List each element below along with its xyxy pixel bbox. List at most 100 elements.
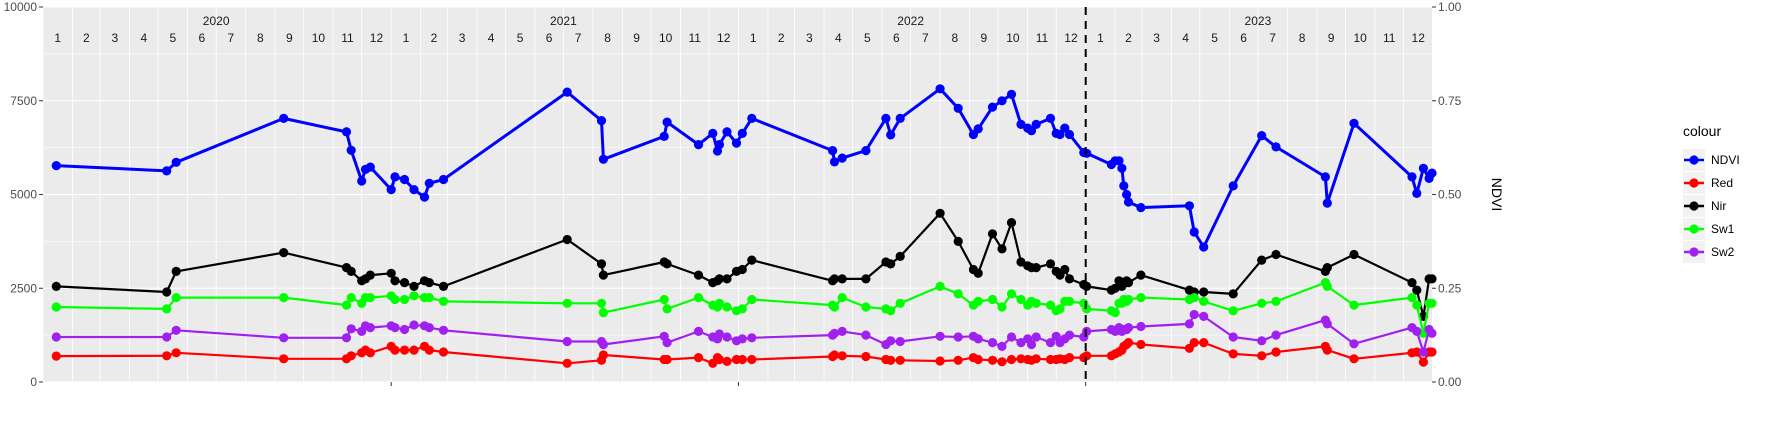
data-point-red — [837, 351, 847, 361]
data-point-sw1 — [987, 294, 998, 305]
data-point-ndvi — [390, 172, 400, 182]
data-point-sw2 — [1228, 332, 1238, 342]
data-point-ndvi — [409, 185, 419, 195]
data-point-sw1 — [714, 298, 725, 308]
data-point-red — [1031, 354, 1041, 364]
data-point-red — [693, 353, 704, 363]
data-point-red — [1189, 338, 1199, 348]
data-point-nir — [747, 255, 757, 265]
month-label: 10 — [312, 31, 326, 45]
month-label: 7 — [922, 31, 929, 45]
data-point-ndvi — [1257, 131, 1267, 141]
data-point-red — [1418, 357, 1428, 367]
data-point-sw1 — [1189, 293, 1199, 303]
data-point-sw2 — [562, 336, 572, 347]
data-point-ndvi — [598, 154, 609, 164]
data-point-ndvi — [341, 127, 352, 137]
data-point-sw1 — [51, 302, 61, 312]
data-point-ndvi — [1349, 118, 1359, 128]
data-point-sw2 — [279, 333, 289, 343]
data-point-red — [829, 350, 840, 360]
month-label: 3 — [111, 31, 118, 45]
data-point-ndvi — [1055, 129, 1065, 140]
data-point-sw1 — [829, 302, 840, 312]
data-point-sw2 — [1136, 321, 1146, 332]
data-point-red — [390, 345, 400, 355]
data-point-nir — [1407, 278, 1417, 288]
month-label: 4 — [141, 31, 148, 45]
data-point-sw1 — [1271, 296, 1281, 306]
data-point-ndvi — [1045, 113, 1056, 123]
data-point-red — [424, 345, 434, 355]
data-point-nir — [973, 268, 983, 278]
data-point-sw2 — [662, 338, 672, 348]
data-point-sw2 — [598, 339, 609, 350]
data-point-red — [279, 354, 289, 364]
data-point-sw2 — [1031, 332, 1041, 342]
data-point-nir — [829, 274, 840, 284]
data-point-ndvi — [861, 146, 871, 156]
data-point-nir — [1045, 259, 1056, 269]
data-point-sw2 — [714, 329, 725, 339]
series-red — [51, 338, 1437, 368]
data-point-sw2 — [1257, 336, 1267, 346]
data-point-sw1 — [562, 298, 572, 308]
data-point-ndvi — [881, 113, 891, 123]
data-point-nir — [596, 259, 607, 269]
data-point-sw2 — [1123, 323, 1134, 333]
data-point-ndvi — [365, 162, 375, 172]
series-line-ndvi — [56, 87, 1434, 249]
data-point-sw2 — [1199, 311, 1209, 321]
data-point-sw1 — [1257, 298, 1267, 308]
month-label: 7 — [228, 31, 235, 45]
data-point-sw2 — [935, 331, 945, 341]
data-point-red — [973, 354, 983, 365]
data-point-red — [162, 351, 172, 361]
data-point-sw2 — [1006, 332, 1017, 342]
data-point-ndvi — [1189, 227, 1199, 237]
data-point-red — [1257, 351, 1267, 361]
data-point-sw1 — [1045, 300, 1056, 310]
data-point-nir — [1427, 274, 1437, 284]
year-label: 2020 — [203, 14, 230, 28]
y-left-tick-label: 5000 — [10, 188, 37, 202]
month-label: 12 — [1412, 31, 1426, 45]
data-point-sw2 — [162, 332, 172, 342]
data-point-sw1 — [895, 298, 905, 308]
data-point-sw2 — [997, 341, 1007, 351]
month-label: 2 — [431, 31, 438, 45]
data-point-red — [409, 345, 419, 355]
month-label: 8 — [604, 31, 611, 45]
data-point-ndvi — [438, 174, 449, 185]
data-point-sw1 — [935, 281, 945, 291]
data-point-ndvi — [973, 124, 983, 134]
month-label: 1 — [750, 31, 757, 45]
month-label: 1 — [54, 31, 61, 45]
month-label: 1 — [403, 31, 410, 45]
month-label: 12 — [1064, 31, 1078, 45]
data-point-red — [562, 358, 572, 368]
data-point-ndvi — [1117, 163, 1127, 173]
data-point-ndvi — [953, 103, 963, 113]
data-point-sw2 — [1045, 338, 1056, 348]
data-point-ndvi — [1006, 89, 1017, 99]
data-point-red — [1016, 354, 1026, 364]
month-label: 2 — [778, 31, 785, 45]
data-point-nir — [714, 274, 725, 284]
data-point-red — [1412, 347, 1422, 357]
data-point-sw1 — [1136, 293, 1146, 303]
data-point-sw2 — [953, 332, 963, 342]
month-label: 9 — [1328, 31, 1335, 45]
data-point-red — [1199, 338, 1209, 348]
legend-title: colour — [1683, 123, 1721, 139]
data-point-red — [953, 355, 963, 365]
data-point-red — [1271, 347, 1281, 357]
month-label: 9 — [286, 31, 293, 45]
legend-marker — [1689, 155, 1699, 165]
data-point-nir — [1322, 263, 1332, 273]
data-point-nir — [279, 248, 289, 258]
y-right-tick-label: 0.00 — [1438, 375, 1462, 389]
axes: 0 2500 5000 7500 10000 0.00 0.25 0.50 0.75 1.00 ND… — [4, 0, 1505, 389]
month-label: 9 — [981, 31, 988, 45]
month-label: 6 — [893, 31, 900, 45]
